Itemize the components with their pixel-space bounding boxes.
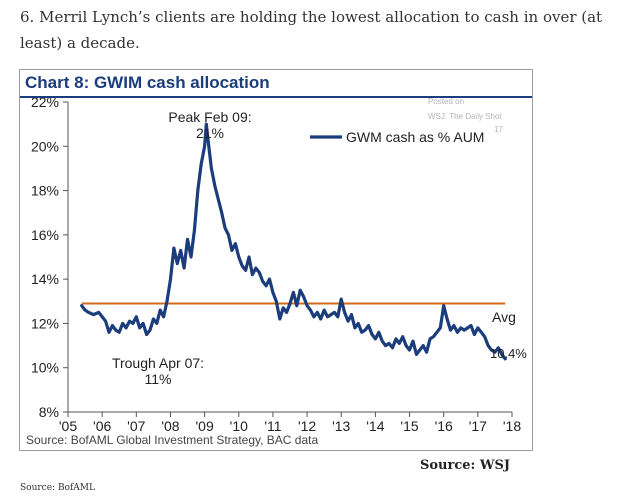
chart-source: Source: BofAML Global Investment Strateg… bbox=[26, 433, 319, 447]
watermark-line-2: WSJ: The Daily Shot bbox=[428, 112, 502, 121]
peak-annotation-line2: 21% bbox=[196, 125, 224, 141]
source-bofaml: Source: BofAML bbox=[20, 483, 95, 493]
x-tick-label: '07 bbox=[127, 418, 145, 434]
legend: GWM cash as % AUM bbox=[310, 129, 484, 145]
y-tick-label: 12% bbox=[31, 315, 59, 331]
y-tick-label: 14% bbox=[31, 271, 59, 287]
y-tick-label: 8% bbox=[39, 404, 59, 420]
x-tick-label: '18 bbox=[503, 418, 521, 434]
chart-plot: 8%10%12%14%16%18%20%22% '05'06'07'08'09 '… bbox=[31, 98, 527, 434]
average-label: Avg bbox=[492, 309, 516, 325]
y-tick-label: 18% bbox=[31, 183, 59, 199]
x-tick-label: '05 bbox=[59, 418, 77, 434]
watermark-line-3: 17 bbox=[494, 125, 503, 134]
trough-annotation-line2: 11% bbox=[145, 371, 172, 387]
y-axis: 8% 10% 12% 14% 16% 18% 20% 22% bbox=[31, 98, 69, 420]
x-tick-label: '17 bbox=[469, 418, 487, 434]
y-tick-label: 10% bbox=[31, 360, 59, 376]
title-rule bbox=[20, 96, 532, 98]
x-tick-label: '06 bbox=[93, 418, 111, 434]
y-tick-label: 16% bbox=[31, 227, 59, 243]
watermark-line-1: Posted on bbox=[428, 97, 465, 106]
series-line bbox=[80, 122, 507, 361]
legend-label: GWM cash as % AUM bbox=[346, 129, 484, 145]
x-tick-label: '13 bbox=[332, 418, 350, 434]
x-tick-label: '09 bbox=[195, 418, 213, 434]
chart-panel: Chart 8: GWIM cash allocation Posted on … bbox=[19, 69, 533, 451]
x-tick-label: '14 bbox=[366, 418, 384, 434]
x-tick-label: '10 bbox=[230, 418, 248, 434]
x-tick-label: '12 bbox=[298, 418, 316, 434]
peak-annotation-line1: Peak Feb 09: bbox=[168, 109, 251, 125]
article-paragraph: 6. Merril Lynch’s clients are holding th… bbox=[20, 8, 603, 52]
source-wsj: Source: WSJ bbox=[420, 458, 511, 473]
chart-title: Chart 8: GWIM cash allocation bbox=[25, 73, 270, 92]
x-tick-label: '16 bbox=[435, 418, 453, 434]
y-tick-label: 20% bbox=[31, 138, 59, 154]
y-tick-label: 22% bbox=[31, 98, 59, 110]
x-axis: '05 '06 '07 '08 '09 '10 '11 '12 '13 '14 '15 '16 '17 '… bbox=[59, 411, 521, 434]
x-tick-label: '15 bbox=[400, 418, 418, 434]
annotations: Peak Feb 09: 21% Trough Apr 07: 11% 10.4… bbox=[112, 109, 527, 387]
trough-annotation-line1: Trough Apr 07: bbox=[112, 355, 204, 371]
x-tick-label: '08 bbox=[161, 418, 179, 434]
series-group bbox=[80, 122, 507, 361]
last-value-label: 10.4% bbox=[490, 346, 527, 361]
x-tick-label: '11 bbox=[264, 418, 281, 434]
